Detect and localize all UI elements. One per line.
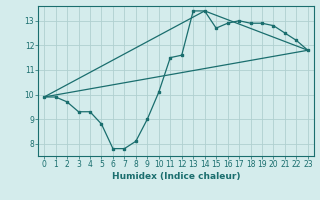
X-axis label: Humidex (Indice chaleur): Humidex (Indice chaleur): [112, 172, 240, 181]
